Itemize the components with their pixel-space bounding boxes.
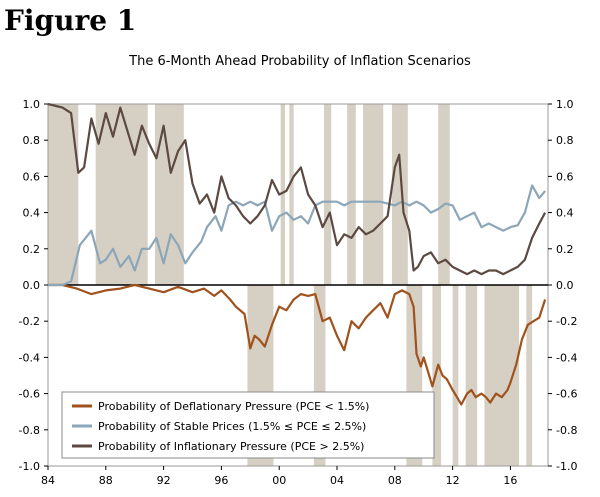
y-tick-label-right: -0.4 bbox=[556, 351, 577, 364]
y-tick-label-left: 1.0 bbox=[23, 98, 41, 111]
upper-band-9 bbox=[438, 104, 450, 285]
series-lines bbox=[47, 102, 547, 406]
y-tick-label-right: 1.0 bbox=[556, 98, 574, 111]
y-tick-label-left: -0.4 bbox=[19, 351, 40, 364]
x-tick-label: 08 bbox=[388, 474, 402, 487]
y-tick-label-right: -0.2 bbox=[556, 315, 577, 328]
y-tick-label-left: -0.6 bbox=[19, 388, 40, 401]
series-line-2 bbox=[47, 102, 547, 276]
lower-band-3 bbox=[432, 285, 442, 466]
lower-band-6 bbox=[484, 285, 520, 466]
lower-band-7 bbox=[526, 285, 533, 466]
lower-band-1 bbox=[313, 285, 326, 466]
y-tick-label-left: 0.4 bbox=[23, 207, 41, 220]
figure-label: Figure 1 bbox=[4, 4, 137, 37]
y-tick-label-right: 0.0 bbox=[556, 279, 574, 292]
y-tick-label-left: 0.8 bbox=[23, 134, 41, 147]
chart-title: The 6-Month Ahead Probability of Inflati… bbox=[129, 54, 471, 69]
upper-band-4 bbox=[289, 104, 294, 285]
upper-band-8 bbox=[391, 104, 408, 285]
x-tick-label: 04 bbox=[330, 474, 344, 487]
axis-ticks: 1.0 1.0 0.8 0.8 0.6 0.6 0.4 0.4 0.2 0.2 0.0 0.0 -0.2… bbox=[19, 98, 578, 487]
y-tick-label-right: 0.6 bbox=[556, 170, 574, 183]
x-tick-label: 88 bbox=[99, 474, 113, 487]
legend-box bbox=[61, 391, 435, 459]
x-tick-label: 16 bbox=[503, 474, 517, 487]
y-tick-label-left: -0.2 bbox=[19, 315, 40, 328]
lower-band-5 bbox=[465, 285, 478, 466]
y-tick-label-right: 0.4 bbox=[556, 207, 574, 220]
legend: Probability of Deflationary Pressure (PC… bbox=[61, 391, 435, 459]
y-tick-label-right: 0.8 bbox=[556, 134, 574, 147]
upper-band-2 bbox=[154, 104, 184, 285]
y-tick-label-right: -0.6 bbox=[556, 388, 577, 401]
y-tick-label-left: 0.2 bbox=[23, 243, 41, 256]
x-tick-label: 12 bbox=[446, 474, 460, 487]
y-tick-label-left: -0.8 bbox=[19, 424, 40, 437]
x-tick-label: 92 bbox=[157, 474, 171, 487]
x-tick-label: 96 bbox=[214, 474, 228, 487]
x-tick-label: 00 bbox=[272, 474, 286, 487]
y-tick-label-left: 0.0 bbox=[23, 279, 41, 292]
y-tick-label-left: 0.6 bbox=[23, 170, 41, 183]
upper-band-6 bbox=[347, 104, 356, 285]
y-tick-label-right: -0.8 bbox=[556, 424, 577, 437]
series-line-1 bbox=[48, 184, 546, 287]
series-line-0 bbox=[48, 283, 547, 406]
x-tick-label: 84 bbox=[41, 474, 55, 487]
y-tick-label-left: -1.0 bbox=[19, 460, 40, 473]
upper-band-3 bbox=[280, 104, 285, 285]
lower-band-4 bbox=[452, 285, 459, 466]
shaded-bands bbox=[48, 104, 533, 466]
y-tick-label-right: 0.2 bbox=[556, 243, 574, 256]
legend-entry-2: Probability of Inflationary Pressure (PC… bbox=[98, 440, 364, 453]
upper-band-7 bbox=[363, 104, 384, 285]
y-tick-label-right: -1.0 bbox=[556, 460, 577, 473]
legend-entry-1: Probability of Stable Prices (1.5% ≤ PCE… bbox=[98, 420, 366, 433]
legend-entry-0: Probability of Deflationary Pressure (PC… bbox=[98, 400, 369, 413]
upper-band-5 bbox=[324, 104, 332, 285]
